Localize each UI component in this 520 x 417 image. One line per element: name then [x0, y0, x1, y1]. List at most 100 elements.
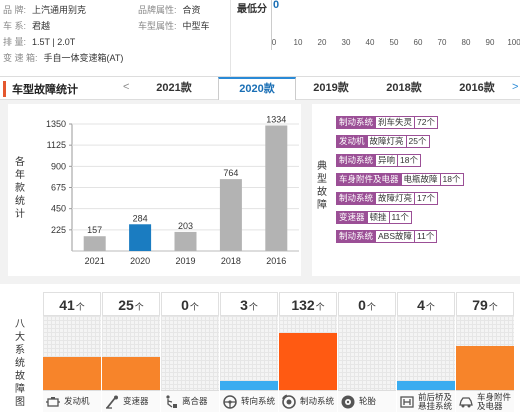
bar-value-label: 284 [133, 213, 148, 223]
brand-field: 品 牌: 上汽通用别克 [3, 3, 86, 16]
tab-2021[interactable]: 2021款 [156, 82, 192, 94]
fault-stats-header: 车型故障统计 < 2021款 2020款 2019款 2018款 2016款 > [0, 76, 520, 100]
fault-row[interactable]: 制动系统 ABS故障 11个 [336, 230, 438, 243]
fault-row[interactable]: 制动系统 异响 18个 [336, 154, 421, 167]
system-footer: 制动系统 [279, 390, 337, 412]
bar-2020 [129, 224, 152, 251]
eight-systems-label: 八大系统故障图 [15, 319, 25, 408]
system-column[interactable]: 132个制动系统 [279, 292, 338, 412]
next-year-arrow[interactable]: > [512, 81, 519, 93]
fault-item-tag: 顿挫 [367, 211, 390, 224]
x-tick-label: 2019 [175, 256, 195, 266]
tab-2019[interactable]: 2019款 [313, 82, 349, 94]
system-column[interactable]: 0个 轮胎 [338, 292, 397, 412]
steering-wheel-icon [223, 394, 237, 409]
car-body-icon [459, 396, 473, 407]
displacement-value: 1.5T | 2.0T [32, 37, 76, 47]
tab-2018[interactable]: 2018款 [386, 82, 422, 94]
system-level-fill [279, 333, 337, 390]
count-unit: 个 [134, 302, 144, 312]
fault-row[interactable]: 车身附件及电器 电瓶故障 18个 [336, 173, 464, 186]
fault-system-tag: 制动系统 [336, 230, 377, 243]
fault-item-tag: 刹车失灵 [376, 116, 416, 129]
clutch-icon [166, 394, 177, 408]
system-level-track [456, 316, 514, 390]
system-name: 离合器 [182, 396, 208, 406]
system-column[interactable]: 25个变速器 [102, 292, 161, 412]
x-tick-label: 2016 [266, 256, 286, 266]
fault-row[interactable]: 发动机 故障灯亮 25个 [336, 135, 430, 148]
fault-row[interactable]: 制动系统 故障灯亮 17个 [336, 192, 438, 205]
bar-value-label: 157 [87, 225, 102, 235]
system-column[interactable]: 0个 离合器 [161, 292, 220, 412]
system-column[interactable]: 79个 车身附件 及电器 [456, 292, 515, 412]
section-title: 车型故障统计 [3, 81, 78, 97]
score-tick-label: 10 [293, 38, 303, 47]
y-tick-label: 450 [51, 204, 66, 214]
fault-system-tag: 发动机 [336, 135, 368, 148]
fault-system-tag: 变速器 [336, 211, 368, 224]
system-name: 轮胎 [359, 396, 377, 406]
fault-item-tag: 电瓶故障 [401, 173, 441, 186]
system-column[interactable]: 41个发动机 [43, 292, 102, 412]
system-footer: 发动机 [43, 390, 101, 412]
score-axis: 0 10 20 30 40 50 60 70 80 90 100 [271, 0, 520, 50]
prev-year-arrow[interactable]: < [123, 81, 130, 93]
model-attr-field: 车型属性: 中型车 [138, 19, 210, 32]
system-column[interactable]: 3个 转向系统 [220, 292, 279, 412]
score-tick-label: 90 [485, 38, 495, 47]
fault-row[interactable]: 变速器 顿挫 11个 [336, 211, 412, 224]
system-count: 3个 [220, 292, 278, 316]
system-level-track [338, 316, 396, 390]
score-tick-label: 60 [413, 38, 423, 47]
score-tick-label: 30 [341, 38, 351, 47]
bar-chart-svg: 225 450 675 900 1125 1350 157 2021 284 2020 203 201… [46, 115, 299, 266]
brake-disc-icon [282, 394, 296, 409]
system-name: 变速器 [123, 396, 149, 406]
fault-item-tag: 异响 [376, 154, 399, 167]
bar-2016 [265, 125, 288, 251]
system-column[interactable]: 4个 前后桥及 悬挂系统 [397, 292, 456, 412]
system-count: 25个 [102, 292, 160, 316]
system-level-track [43, 316, 101, 390]
fault-count-tag: 11个 [389, 211, 412, 224]
typical-faults-label: 典型故障 [317, 161, 327, 211]
count-unit: 个 [75, 302, 85, 312]
system-count: 4个 [397, 292, 455, 316]
brand-attr-value: 合资 [182, 5, 201, 15]
system-count: 41个 [43, 292, 101, 316]
y-tick-label: 1350 [46, 119, 66, 129]
tab-2016[interactable]: 2016款 [459, 82, 495, 94]
system-level-track [102, 316, 160, 390]
transmission-key: 变 速 箱: [3, 53, 38, 63]
system-count: 79个 [456, 292, 514, 316]
model-attr-value: 中型车 [182, 21, 210, 31]
brand-attr-key: 品牌属性: [138, 5, 177, 15]
tab-2020[interactable]: 2020款 [218, 77, 296, 100]
system-name: 制动系统 [300, 396, 335, 406]
bar-value-label: 764 [223, 168, 238, 178]
system-level-fill [102, 357, 160, 390]
fault-system-tag: 制动系统 [336, 116, 377, 129]
fault-count-tag: 25个 [406, 135, 430, 148]
system-count: 132个 [279, 292, 337, 316]
system-level-fill [397, 381, 455, 390]
brand-value: 上汽通用别克 [32, 5, 87, 15]
bar-2019 [174, 231, 197, 251]
fault-system-tag: 制动系统 [336, 192, 377, 205]
displacement-key: 排 量: [3, 37, 27, 47]
series-value: 君越 [32, 21, 51, 31]
fault-system-tag: 车身附件及电器 [336, 173, 402, 186]
vehicle-info-panel: 品 牌: 上汽通用别克 品牌属性: 合资 车 系: 君越 车型属性: 中型车 排 量: 1… [0, 0, 520, 76]
tire-icon [341, 395, 355, 408]
bar-2021 [83, 236, 106, 251]
model-attr-key: 车型属性: [138, 21, 177, 31]
fault-count-tag: 17个 [415, 192, 438, 205]
fault-count-tag: 18个 [440, 173, 464, 186]
fault-row[interactable]: 制动系统 刹车失灵 72个 [336, 116, 438, 129]
brand-key: 品 牌: [3, 5, 27, 15]
fault-count-tag: 72个 [415, 116, 438, 129]
suspension-icon [400, 395, 414, 408]
score-tick-label: 40 [365, 38, 375, 47]
count-unit: 个 [488, 302, 498, 312]
